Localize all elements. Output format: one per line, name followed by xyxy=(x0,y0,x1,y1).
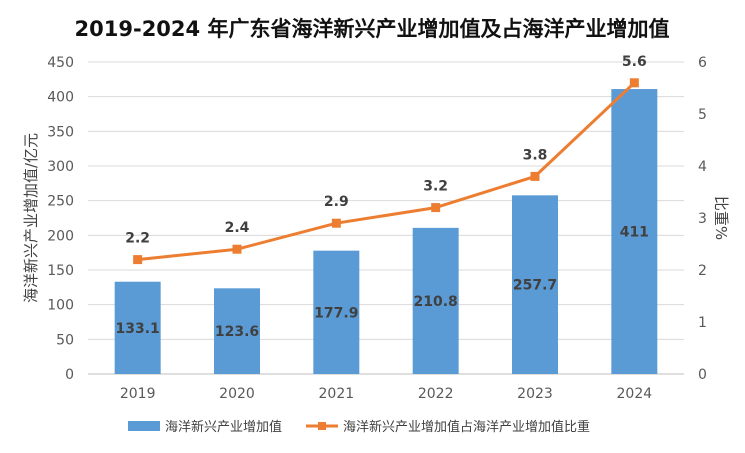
x-axis-ticks: 2019 2020 2021 2022 2023 2024 xyxy=(120,386,652,402)
left-tick-label: 100 xyxy=(47,298,74,314)
line-point xyxy=(530,171,540,181)
right-axis-ticks: 0 1 2 3 4 5 6 xyxy=(698,55,707,383)
right-axis-title: 比重% xyxy=(712,196,730,240)
line-point xyxy=(232,244,242,254)
x-tick-label: 2019 xyxy=(120,386,156,402)
bar xyxy=(512,195,558,374)
left-tick-label: 250 xyxy=(47,194,74,210)
legend-bar-swatch xyxy=(128,421,160,431)
left-tick-label: 50 xyxy=(56,332,74,348)
left-axis-title: 海洋新兴产业增加值/亿元 xyxy=(22,133,40,303)
line-point xyxy=(629,78,639,88)
line-point xyxy=(431,203,441,213)
bar-data-label: 133.1 xyxy=(116,321,160,337)
bar xyxy=(412,227,459,374)
line-data-label: 2.4 xyxy=(225,220,250,236)
right-tick-label: 1 xyxy=(698,315,707,331)
left-tick-label: 150 xyxy=(47,263,74,279)
legend-bar-label: 海洋新兴产业增加值 xyxy=(165,419,282,435)
series-line xyxy=(137,81,636,262)
left-tick-label: 450 xyxy=(47,55,74,71)
bar-data-labels: 133.1 123.6 177.9 210.8 257.7 411 xyxy=(116,225,649,341)
left-tick-label: 0 xyxy=(65,367,74,383)
bar-series xyxy=(114,89,658,374)
legend-line-label: 海洋新兴产业增加值占海洋产业增加值比重 xyxy=(343,419,590,435)
bar-data-label: 210.8 xyxy=(414,294,458,310)
line-data-label: 2.2 xyxy=(125,231,150,247)
bar xyxy=(611,89,658,374)
right-tick-label: 5 xyxy=(698,107,707,123)
x-tick-label: 2024 xyxy=(617,386,653,402)
line-point xyxy=(133,255,143,265)
left-tick-label: 300 xyxy=(47,159,74,175)
right-tick-label: 2 xyxy=(698,263,707,279)
line-data-label: 3.2 xyxy=(423,179,448,195)
bar-data-label: 177.9 xyxy=(314,305,358,321)
x-tick-label: 2020 xyxy=(219,386,255,402)
line-data-label: 2.9 xyxy=(324,194,349,210)
x-tick-label: 2022 xyxy=(418,386,454,402)
line-data-label: 3.8 xyxy=(523,147,548,163)
right-tick-label: 4 xyxy=(698,159,707,175)
gridlines xyxy=(88,61,684,375)
left-tick-label: 350 xyxy=(47,124,74,140)
legend: 海洋新兴产业增加值 海洋新兴产业增加值占海洋产业增加值比重 xyxy=(128,419,590,435)
bar xyxy=(114,281,161,374)
line-data-label: 5.6 xyxy=(622,54,647,70)
right-tick-label: 3 xyxy=(698,211,707,227)
left-axis-ticks: 0 50 100 150 200 250 300 350 400 450 xyxy=(47,55,74,383)
right-tick-label: 6 xyxy=(698,55,707,71)
bar xyxy=(214,288,260,374)
legend-line-marker xyxy=(318,422,326,430)
bar-data-label: 411 xyxy=(620,225,649,241)
bar xyxy=(313,250,360,374)
x-tick-label: 2023 xyxy=(517,386,553,402)
bar-data-label: 257.7 xyxy=(513,278,557,294)
line-point xyxy=(331,218,341,228)
left-tick-label: 200 xyxy=(47,228,74,244)
x-tick-label: 2021 xyxy=(319,386,355,402)
left-tick-label: 400 xyxy=(47,90,74,106)
line-series: 2.2 2.4 2.9 3.2 3.8 5.6 xyxy=(125,54,647,265)
chart-title: 2019-2024 年广东省海洋新兴产业增加值及占海洋产业增加值 xyxy=(75,17,670,41)
bar-data-label: 123.6 xyxy=(215,324,259,340)
right-tick-label: 0 xyxy=(698,367,707,383)
